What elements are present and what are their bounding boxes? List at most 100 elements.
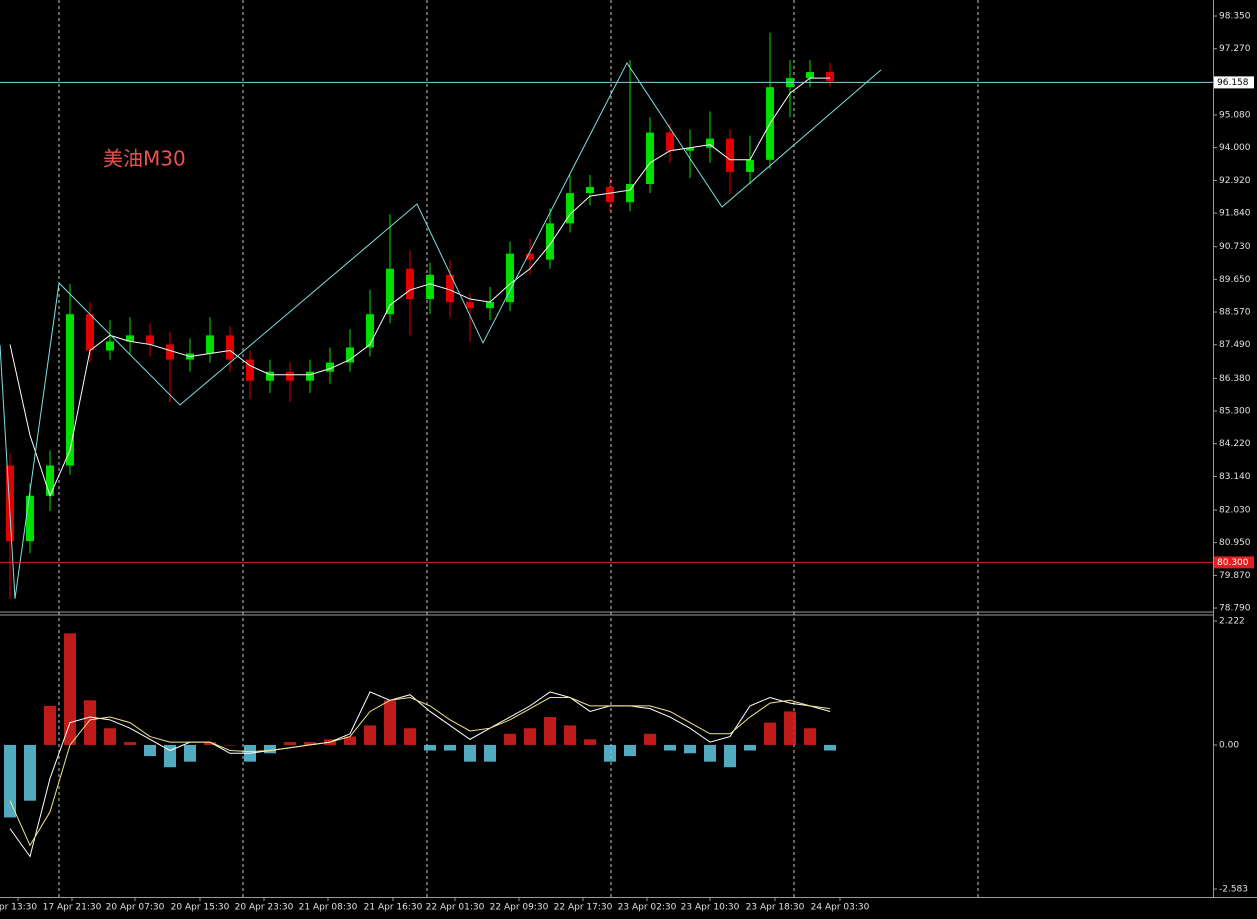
- candle-body: [826, 72, 834, 82]
- histogram-bar: [504, 733, 516, 745]
- x-tick-label: 17 Apr 21:30: [43, 903, 102, 913]
- x-tick-label: 23 Apr 18:30: [746, 903, 805, 913]
- x-tick-label: 20 Apr 15:30: [171, 903, 230, 913]
- y-tick-label: 98.350: [1219, 12, 1251, 22]
- candle-body: [386, 268, 394, 315]
- histogram-bar: [4, 744, 16, 818]
- candle-body: [686, 147, 694, 151]
- histogram-bar: [164, 744, 176, 768]
- candle-body: [626, 184, 634, 203]
- histogram-bar: [764, 722, 776, 745]
- x-tick-label: 24 Apr 03:30: [811, 903, 870, 913]
- candle-body: [746, 159, 754, 172]
- x-tick-label: pr 13:30: [0, 903, 37, 913]
- x-tick-label: 21 Apr 16:30: [364, 903, 423, 913]
- histogram-bar: [704, 744, 716, 762]
- histogram-bar: [104, 728, 116, 745]
- candle-body: [226, 335, 234, 360]
- indicator-line: [9, 691, 831, 858]
- candle-body: [606, 187, 614, 203]
- candle-body: [166, 344, 174, 360]
- y-tick-label: 97.270: [1219, 44, 1251, 54]
- candle-body: [66, 314, 74, 466]
- y-tick-label: 92.920: [1219, 176, 1251, 186]
- histogram-bar: [724, 744, 736, 768]
- histogram-bar: [44, 705, 56, 745]
- candle-body: [86, 314, 94, 351]
- candle-body: [246, 359, 254, 381]
- y-tick-label: 91.840: [1219, 209, 1251, 219]
- histogram-bar: [644, 733, 656, 745]
- histogram-bar: [224, 744, 236, 746]
- histogram-bar: [184, 744, 196, 762]
- histogram-bar: [824, 744, 836, 751]
- histogram-bar: [624, 744, 636, 757]
- candle-body: [6, 465, 14, 542]
- candle-body: [646, 132, 654, 185]
- histogram-bar: [64, 633, 76, 745]
- histogram-bar: [744, 744, 756, 751]
- candle-body: [526, 253, 534, 260]
- histogram-bar: [604, 744, 616, 762]
- histogram-bar: [204, 742, 216, 745]
- y-tick-label: 82.030: [1219, 506, 1251, 516]
- candle-body: [206, 335, 214, 354]
- price-label-box: [1214, 76, 1254, 89]
- candle-body: [726, 138, 734, 172]
- x-tick-label: 23 Apr 10:30: [681, 903, 740, 913]
- candle-body: [426, 274, 434, 300]
- candle-body: [326, 362, 334, 372]
- histogram-bar: [304, 742, 316, 745]
- candle-body: [546, 223, 554, 260]
- y-tick-label: 87.490: [1219, 340, 1251, 350]
- histogram-bar: [364, 725, 376, 745]
- histogram-bar: [464, 744, 476, 762]
- histogram-bar: [524, 728, 536, 745]
- candle-body: [806, 72, 814, 79]
- histogram-bar: [784, 711, 796, 745]
- chart-title: 美油M30: [103, 147, 186, 171]
- y-tick-label: 80.950: [1219, 538, 1251, 548]
- candle-body: [446, 274, 454, 303]
- indicator-line: [9, 696, 831, 847]
- histogram-bar: [384, 700, 396, 745]
- candle-body: [346, 347, 354, 363]
- histogram-bar: [344, 736, 356, 745]
- candle-body: [566, 193, 574, 224]
- histogram-bar: [584, 739, 596, 745]
- candle-body: [106, 341, 114, 351]
- y-tick-label: 89.650: [1219, 275, 1251, 285]
- candle-body: [286, 371, 294, 381]
- candle-body: [506, 253, 514, 303]
- y-tick-label: 95.080: [1219, 111, 1251, 121]
- x-tick-label: 20 Apr 07:30: [106, 903, 165, 913]
- zigzag-line: [0, 61, 882, 599]
- candle-body: [706, 138, 714, 148]
- price-label: 96.158: [1217, 78, 1249, 88]
- candle-body: [406, 268, 414, 300]
- histogram-bar: [684, 744, 696, 754]
- candle-body: [126, 335, 134, 342]
- y-tick-label: 78.790: [1219, 604, 1251, 614]
- histogram-bar: [484, 744, 496, 762]
- x-tick-label: 23 Apr 02:30: [618, 903, 677, 913]
- x-tick-label: 22 Apr 01:30: [426, 903, 485, 913]
- candle-body: [146, 335, 154, 345]
- candle-body: [366, 314, 374, 348]
- candle-body: [486, 302, 494, 309]
- histogram-bar: [544, 717, 556, 745]
- histogram-bar: [564, 725, 576, 745]
- candle-body: [266, 371, 274, 381]
- x-tick-label: 21 Apr 08:30: [299, 903, 358, 913]
- histogram-bar: [124, 742, 136, 745]
- histogram-bar: [284, 742, 296, 745]
- histogram-bar: [664, 744, 676, 751]
- histogram-bar: [424, 744, 436, 751]
- y-tick-label: 0.00: [1219, 740, 1239, 750]
- y-tick-label: 85.300: [1219, 407, 1251, 417]
- histogram-bar: [84, 700, 96, 745]
- y-tick-label: 84.220: [1219, 439, 1251, 449]
- y-tick-label: 79.870: [1219, 571, 1251, 581]
